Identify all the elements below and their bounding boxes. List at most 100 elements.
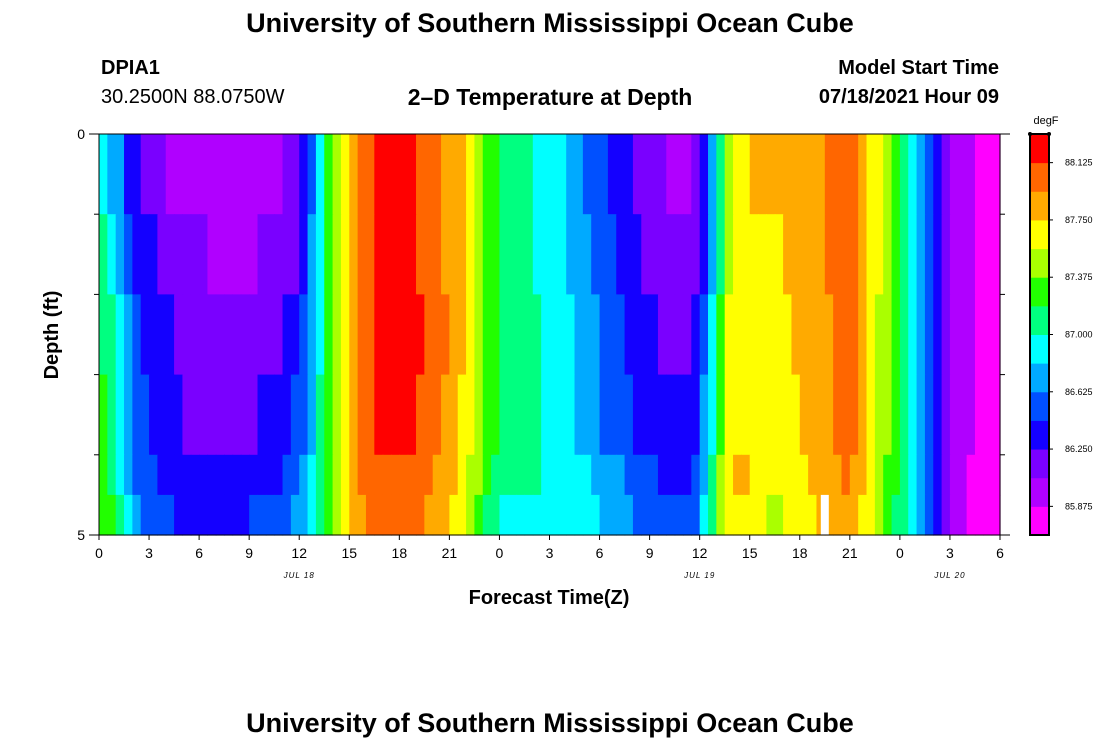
heatmap-cell [933,374,943,456]
heatmap-cell [699,374,709,456]
heatmap-cell [557,374,567,456]
heatmap-cell [591,494,601,536]
heatmap-cell [966,374,976,456]
heatmap-cell [315,134,325,215]
heatmap-cell [324,454,334,496]
colorbar-swatch [1030,506,1049,536]
station-coordinates: 30.2500N 88.0750W [101,86,285,108]
heatmap-cell [599,494,609,536]
heatmap-cell [607,294,617,376]
heatmap-cell [491,454,501,496]
heatmap-cell [874,134,884,215]
heatmap-cell [574,454,584,496]
heatmap-cell [324,374,334,456]
heatmap-cell [474,294,484,376]
heatmap-cell [983,134,993,215]
heatmap-cell [766,294,776,376]
heatmap-cell [115,374,125,456]
heatmap-cell [966,134,976,215]
heatmap-cell [666,214,676,295]
heatmap-cell [240,454,250,496]
heatmap-cell [240,374,250,456]
heatmap-cell [724,454,734,496]
heatmap-cell [858,374,868,456]
heatmap-cell [649,294,659,376]
heatmap-cell [958,214,968,295]
heatmap-cell [407,374,417,456]
heatmap-cell [382,374,392,456]
heatmap-cell [641,294,651,376]
heatmap-cell [908,134,918,215]
heatmap-cell [491,294,501,376]
heatmap-cell [824,494,834,536]
heatmap-cell [516,374,526,456]
heatmap-cell [516,214,526,295]
heatmap-cell [466,214,476,295]
heatmap-cell [866,374,876,456]
heatmap-cell [290,134,300,215]
heatmap-cell [866,454,876,496]
heatmap-cell [424,374,434,456]
heatmap-cell [599,374,609,456]
heatmap-cell [891,454,901,496]
heatmap-cell [257,454,267,496]
heatmap-cell [891,294,901,376]
heatmap-cell [716,134,726,215]
heatmap-cell [416,294,425,376]
heatmap-cell [708,134,717,215]
heatmap-cell [99,294,108,376]
heatmap-cell [240,134,250,215]
heatmap-cell [165,294,175,376]
heatmap-cell [541,214,551,295]
heatmap-cell [708,454,717,496]
heatmap-cell [891,374,901,456]
heatmap-cell [599,454,609,496]
heatmap-cell [849,454,859,496]
heatmap-cell [749,214,759,295]
heatmap-cell [733,134,742,215]
heatmap-cell [399,134,409,215]
heatmap-cell [791,294,801,376]
heatmap-cell [390,294,400,376]
heatmap-cell [966,214,976,295]
heatmap-cell [482,214,492,295]
heatmap-cell [916,294,926,376]
heatmap-cell [541,454,551,496]
heatmap-cell [649,494,659,536]
x-tick-label: 3 [946,545,954,561]
heatmap-cell [741,454,751,496]
heatmap-cell [532,294,542,376]
heatmap-cell [849,374,859,456]
heatmap-cell [666,294,676,376]
heatmap-cell [491,134,501,215]
heatmap-cell [190,494,200,536]
heatmap-cell [616,294,626,376]
colorbar-swatch [1030,477,1049,507]
heatmap-cell [974,454,984,496]
heatmap-cell [174,294,184,376]
heatmap-cell [491,214,501,295]
heatmap-cell [916,494,926,536]
heatmap-cell [874,214,884,295]
heatmap-cell [115,294,125,376]
heatmap-cell [149,374,158,456]
heatmap-cell [958,134,968,215]
heatmap-cell [741,294,751,376]
heatmap-cell [299,214,309,295]
heatmap-cell [632,294,642,376]
heatmap-cell [174,494,184,536]
heatmap-cell [733,294,742,376]
heatmap-cell [983,374,993,456]
heatmap-cell [507,454,517,496]
heatmap-cell [632,494,642,536]
heatmap-cell [641,374,651,456]
heatmap-cell [783,494,793,536]
heatmap-cell [674,214,684,295]
heatmap-cell [858,134,868,215]
heatmap-cell [724,214,734,295]
heatmap-cell [758,494,767,536]
heatmap-cell [682,214,692,295]
heatmap-cell [182,134,192,215]
heatmap-cell [924,454,934,496]
heatmap-cells [99,134,1001,536]
